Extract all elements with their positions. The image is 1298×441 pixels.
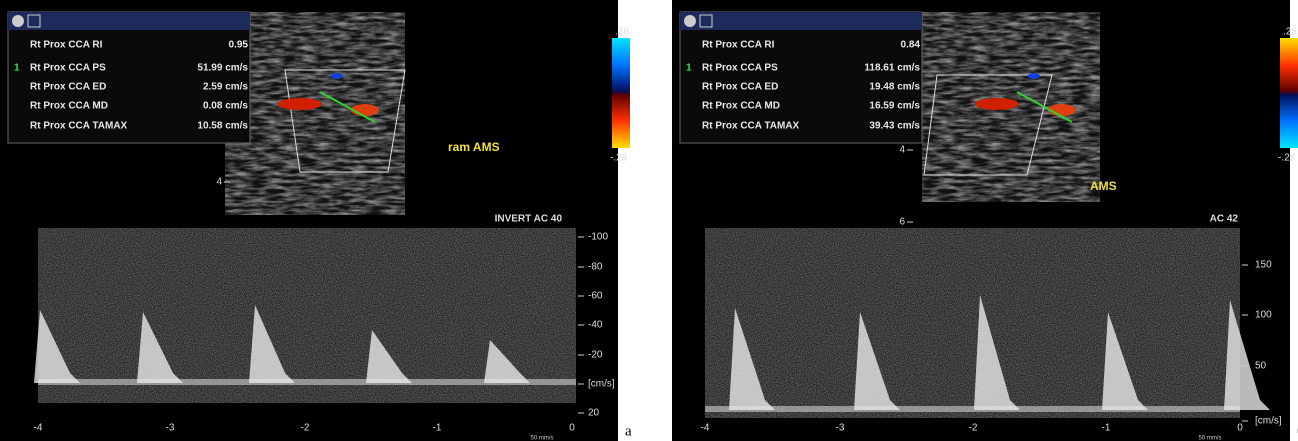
velocity-label: 100 <box>1255 310 1272 321</box>
settings-label: AC 42 <box>1210 214 1239 225</box>
measurement-value: 2.59 cm/s <box>203 82 248 93</box>
table-header <box>8 12 250 30</box>
header-icon <box>684 15 696 27</box>
velocity-label: -80 <box>588 262 603 273</box>
time-label: -1 <box>433 423 442 434</box>
measurement-label: Rt Prox CCA TAMAX <box>30 121 128 132</box>
header-icon <box>12 15 24 27</box>
color-flow <box>278 98 322 110</box>
measurement-label: Rt Prox CCA ED <box>30 82 106 93</box>
time-label: -4 <box>701 423 710 434</box>
measurement-value: 0.08 cm/s <box>203 101 248 112</box>
active-marker: 1 <box>14 63 20 74</box>
color-scale-min: -.28 <box>610 153 628 164</box>
velocity-label: [cm/s] <box>588 379 615 390</box>
panel-label: a <box>625 423 632 439</box>
spectrum-noise <box>705 228 1240 418</box>
vessel-label: ram AMS <box>448 140 500 154</box>
velocity-label: 20 <box>588 408 600 419</box>
time-label: -3 <box>836 423 845 434</box>
measurement-label: Rt Prox CCA PS <box>30 63 106 74</box>
measurement-value: 10.58 cm/s <box>197 121 248 132</box>
velocity-label: -40 <box>588 320 603 331</box>
measurement-label: Rt Prox CCA RI <box>30 40 103 51</box>
measurement-value: 19.48 cm/s <box>869 82 920 93</box>
velocity-label: [cm/s] <box>1255 416 1282 427</box>
color-scale <box>612 38 630 148</box>
color-flow <box>975 98 1019 110</box>
ultrasound-panel: Rt Prox CCA RI 0.95 Rt Prox CCA PS 51.99 cm… <box>0 0 632 441</box>
measurement-label: Rt Prox CCA MD <box>30 101 108 112</box>
velocity-label: -100 <box>588 232 608 243</box>
color-scale-min: -.28 <box>1278 153 1296 164</box>
measurement-value: 118.61 cm/s <box>864 63 920 74</box>
baseline-band <box>705 406 1240 412</box>
color-scale <box>1280 38 1298 148</box>
figure: Rt Prox CCA RI 0.95 Rt Prox CCA PS 51.99 cm… <box>0 0 1298 441</box>
depth-mark: 6 <box>899 217 905 228</box>
time-label: 0 <box>569 423 575 434</box>
sweep-speed: 50 mm/s <box>530 436 553 441</box>
measurement-label: Rt Prox CCA TAMAX <box>702 121 800 132</box>
time-label: 0 <box>1237 423 1243 434</box>
sweep-speed: 50 mm/s <box>1198 436 1221 441</box>
color-scale-max: .28 <box>615 27 629 38</box>
time-label: -2 <box>301 423 310 434</box>
measurement-value: 0.84 <box>901 40 921 51</box>
table-header <box>680 12 922 30</box>
color-flow <box>1048 104 1076 116</box>
time-label: -1 <box>1102 423 1111 434</box>
active-marker: 1 <box>686 63 692 74</box>
measurement-value: 51.99 cm/s <box>197 63 248 74</box>
color-flow <box>331 73 343 79</box>
measurement-label: Rt Prox CCA PS <box>702 63 778 74</box>
depth-mark: 4 <box>899 145 905 156</box>
measurement-value: 0.95 <box>229 40 249 51</box>
measurement-label: Rt Prox CCA ED <box>702 82 778 93</box>
velocity-label: 150 <box>1255 260 1272 271</box>
measurement-label: Rt Prox CCA MD <box>702 101 780 112</box>
vessel-label: AMS <box>1090 179 1117 193</box>
time-label: -3 <box>166 423 175 434</box>
color-scale-max: .28 <box>1283 27 1297 38</box>
color-flow <box>1028 73 1040 79</box>
velocity-label: -60 <box>588 291 603 302</box>
velocity-label: -20 <box>588 350 603 361</box>
measurement-value: 39.43 cm/s <box>869 121 920 132</box>
velocity-label: 50 <box>1255 361 1267 372</box>
depth-mark: 4 <box>216 177 222 188</box>
ultrasound-panel: Rt Prox CCA RI 0.84 Rt Prox CCA PS 118.61 c… <box>672 0 1298 441</box>
time-label: -2 <box>969 423 978 434</box>
color-flow <box>351 104 379 116</box>
measurement-label: Rt Prox CCA RI <box>702 40 775 51</box>
b-mode-texture <box>225 12 405 215</box>
settings-label: INVERT AC 40 <box>495 214 563 225</box>
measurement-value: 16.59 cm/s <box>869 101 920 112</box>
time-label: -4 <box>34 423 43 434</box>
